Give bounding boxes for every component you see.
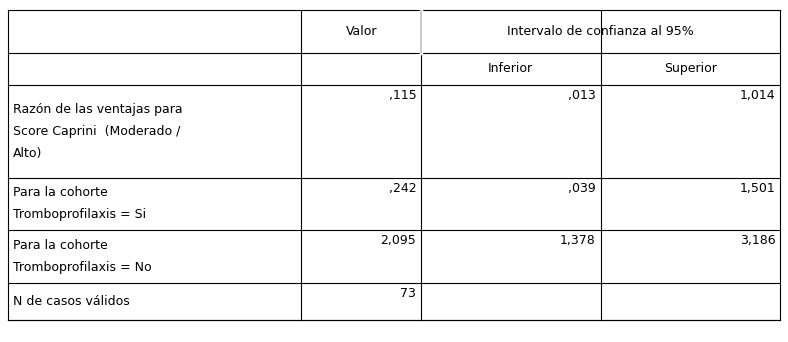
Text: ,242: ,242	[388, 182, 416, 195]
Text: Valor: Valor	[345, 25, 377, 38]
Text: ,039: ,039	[568, 182, 596, 195]
Text: 2,095: 2,095	[381, 234, 416, 247]
Text: Intervalo de confianza al 95%: Intervalo de confianza al 95%	[507, 25, 694, 38]
Text: Inferior: Inferior	[489, 62, 533, 75]
Text: N de casos válidos: N de casos válidos	[13, 295, 129, 308]
Text: ,013: ,013	[568, 89, 596, 102]
Text: Alto): Alto)	[13, 147, 42, 160]
Text: 3,186: 3,186	[740, 234, 775, 247]
Text: Tromboprofilaxis = Si: Tromboprofilaxis = Si	[13, 208, 146, 221]
Text: Score Caprini  (Moderado /: Score Caprini (Moderado /	[13, 125, 180, 138]
Text: Razón de las ventajas para: Razón de las ventajas para	[13, 103, 182, 116]
Text: Para la cohorte: Para la cohorte	[13, 186, 107, 199]
Text: Para la cohorte: Para la cohorte	[13, 239, 107, 252]
Text: 73: 73	[400, 287, 416, 300]
Text: Tromboprofilaxis = No: Tromboprofilaxis = No	[13, 261, 151, 274]
Text: 1,378: 1,378	[560, 234, 596, 247]
Text: 1,014: 1,014	[740, 89, 775, 102]
Text: ,115: ,115	[388, 89, 416, 102]
Text: Superior: Superior	[664, 62, 717, 75]
Text: 1,501: 1,501	[740, 182, 775, 195]
